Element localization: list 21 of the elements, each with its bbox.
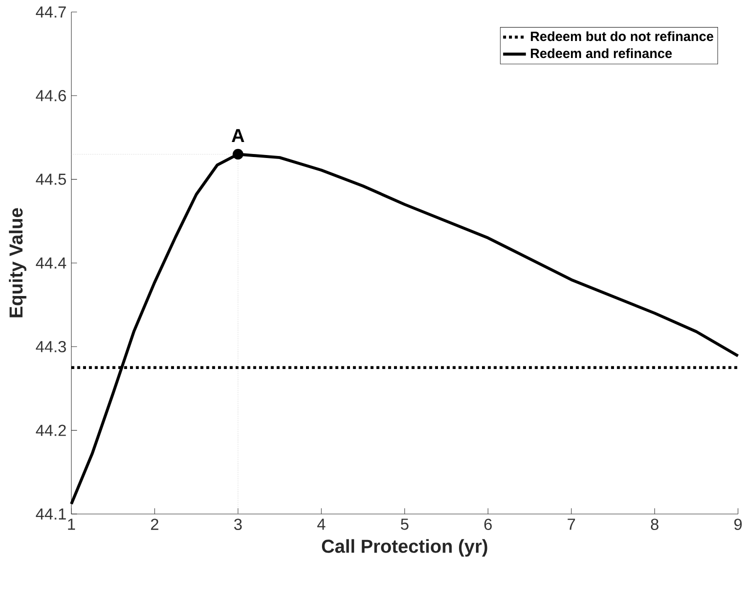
y-tick-label: 44.3 <box>36 341 66 352</box>
x-tick-label: 3 <box>234 518 242 530</box>
x-tick-label: 8 <box>650 518 658 530</box>
y-tick-label: 44.1 <box>36 508 66 520</box>
y-tick-label: 44.6 <box>36 90 66 102</box>
x-tick-label: 1 <box>68 518 76 530</box>
x-tick-label: 5 <box>400 518 408 530</box>
y-tick-label: 44.4 <box>36 257 66 268</box>
x-tick-label: 9 <box>734 518 742 530</box>
x-tick-label: 6 <box>484 518 492 530</box>
legend-label: Redeem but do not refinance <box>530 31 714 42</box>
x-tick-label: 2 <box>151 518 158 530</box>
annotation: A <box>232 129 244 142</box>
y-tick-label: 44.7 <box>36 6 66 18</box>
y-tick-label: 44.2 <box>36 424 66 436</box>
x-tick-label: 4 <box>317 518 326 530</box>
y-tick-label: 44.5 <box>36 174 66 185</box>
x-tick-label: 7 <box>568 518 575 530</box>
legend-label: Redeem and refinance <box>530 48 672 58</box>
x-axis-title: Call Protection (yr) <box>322 539 488 557</box>
y-axis-title: Equity Value <box>8 208 26 318</box>
